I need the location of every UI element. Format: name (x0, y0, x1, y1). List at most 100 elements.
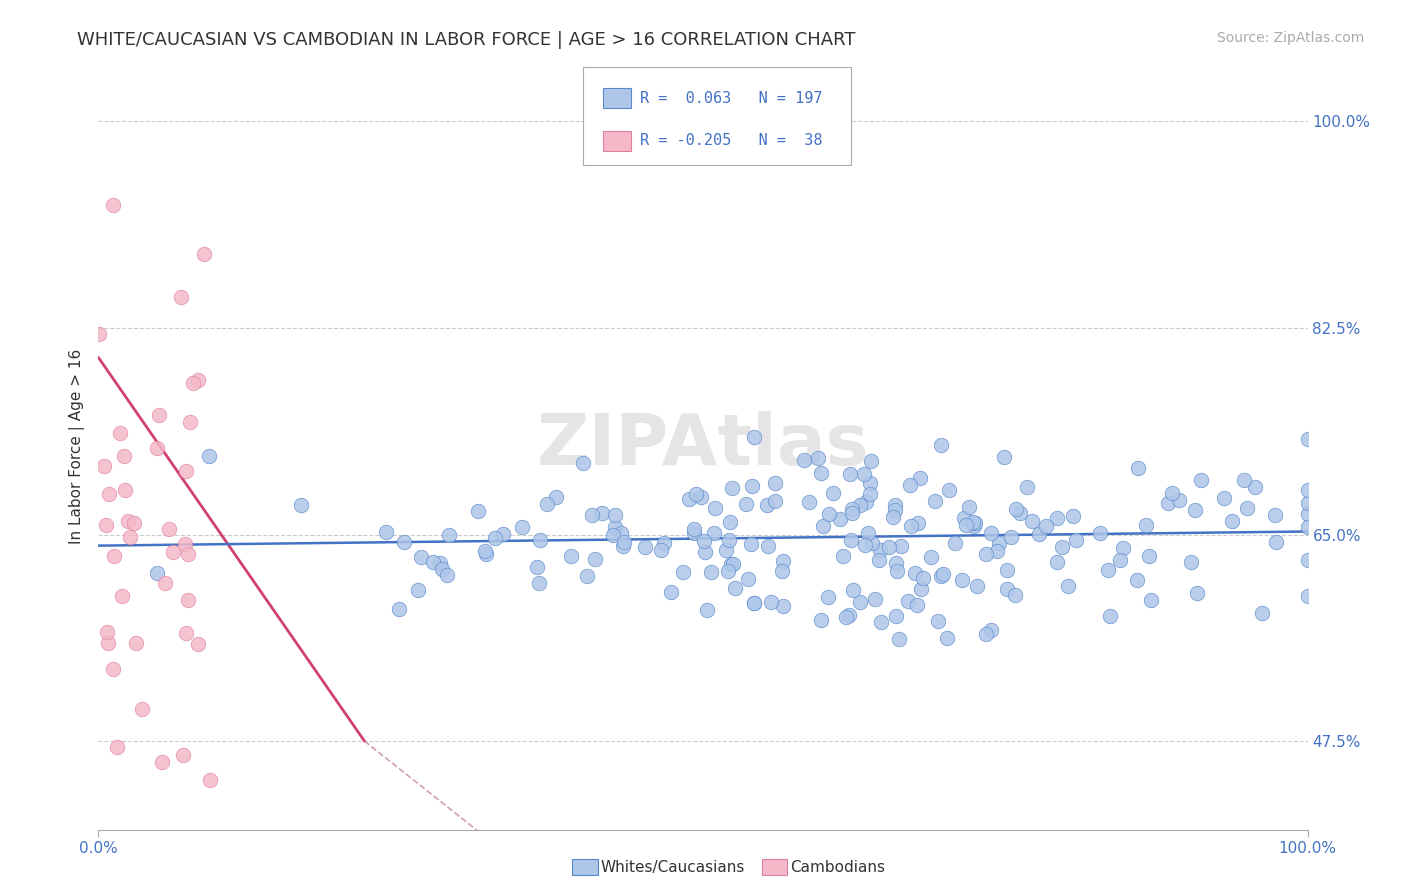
Point (560, 549, 582, 563)
Point (859, 476, 882, 491)
Point (153, 576, 176, 591)
Point (603, 520, 626, 534)
Point (950, 573, 973, 587)
Point (406, 582, 429, 597)
Point (1220, 514, 1243, 528)
Point (920, 549, 942, 564)
Point (1109, 553, 1132, 567)
Point (806, 450, 828, 465)
Point (724, 581, 747, 595)
Point (1046, 510, 1069, 524)
Point (883, 498, 905, 512)
Point (411, 549, 433, 564)
Point (146, 442, 169, 456)
Point (890, 540, 912, 554)
Point (374, 524, 396, 539)
Point (828, 512, 851, 526)
Point (124, 516, 146, 530)
Point (120, 530, 142, 544)
Point (936, 631, 959, 645)
Point (93, 458, 115, 473)
Point (1028, 527, 1050, 541)
Point (1126, 574, 1149, 588)
Point (1184, 503, 1206, 517)
Point (172, 748, 194, 763)
Point (742, 596, 765, 610)
Point (704, 501, 727, 516)
Point (742, 430, 765, 444)
Point (174, 626, 197, 640)
Point (1168, 493, 1191, 508)
Point (1000, 530, 1022, 544)
Point (179, 415, 201, 429)
Point (1296, 508, 1319, 522)
Point (1052, 540, 1074, 554)
Point (737, 573, 759, 587)
Text: ZIPAtlas: ZIPAtlas (537, 411, 869, 481)
Point (938, 483, 960, 497)
Point (821, 486, 844, 500)
Point (980, 623, 1002, 637)
Point (817, 507, 839, 521)
Point (758, 539, 780, 553)
Point (986, 544, 1008, 558)
Point (159, 523, 181, 537)
Point (838, 608, 860, 623)
Point (131, 702, 153, 716)
Point (860, 453, 883, 467)
Point (1098, 608, 1121, 623)
Point (429, 556, 451, 570)
Point (700, 566, 723, 580)
Point (173, 536, 195, 550)
Point (927, 614, 949, 628)
Point (683, 525, 706, 540)
Point (103, 549, 125, 563)
Point (181, 376, 204, 391)
Point (993, 450, 1015, 464)
Point (696, 603, 718, 617)
Point (839, 533, 862, 548)
Point (860, 535, 883, 549)
Point (897, 594, 920, 608)
Point (392, 534, 415, 549)
Point (96, 625, 118, 640)
Point (1264, 508, 1286, 522)
Point (887, 632, 910, 646)
Point (834, 610, 856, 624)
Point (1161, 486, 1184, 500)
Point (1128, 461, 1150, 475)
Point (1189, 473, 1212, 487)
Point (884, 608, 907, 623)
Point (162, 545, 184, 559)
Point (388, 602, 411, 616)
Point (988, 535, 1011, 549)
Point (839, 467, 862, 482)
Point (187, 637, 209, 651)
Point (125, 636, 148, 650)
Point (198, 449, 221, 463)
Point (869, 543, 891, 558)
Point (682, 522, 704, 536)
Point (1005, 501, 1028, 516)
Point (772, 599, 794, 613)
Point (842, 583, 865, 598)
Point (1243, 479, 1265, 493)
Point (527, 576, 550, 591)
Point (1137, 549, 1160, 564)
Point (756, 498, 779, 512)
Point (759, 595, 782, 609)
Point (974, 547, 997, 561)
Point (703, 525, 725, 540)
Point (853, 467, 876, 482)
Point (112, 449, 135, 463)
Point (583, 551, 606, 566)
Point (612, 539, 634, 553)
Point (723, 557, 745, 571)
Point (685, 486, 707, 500)
Point (170, 290, 193, 304)
Point (1062, 508, 1084, 523)
Point (900, 518, 922, 533)
Point (1213, 491, 1236, 506)
Point (855, 494, 877, 508)
Point (1296, 520, 1319, 534)
